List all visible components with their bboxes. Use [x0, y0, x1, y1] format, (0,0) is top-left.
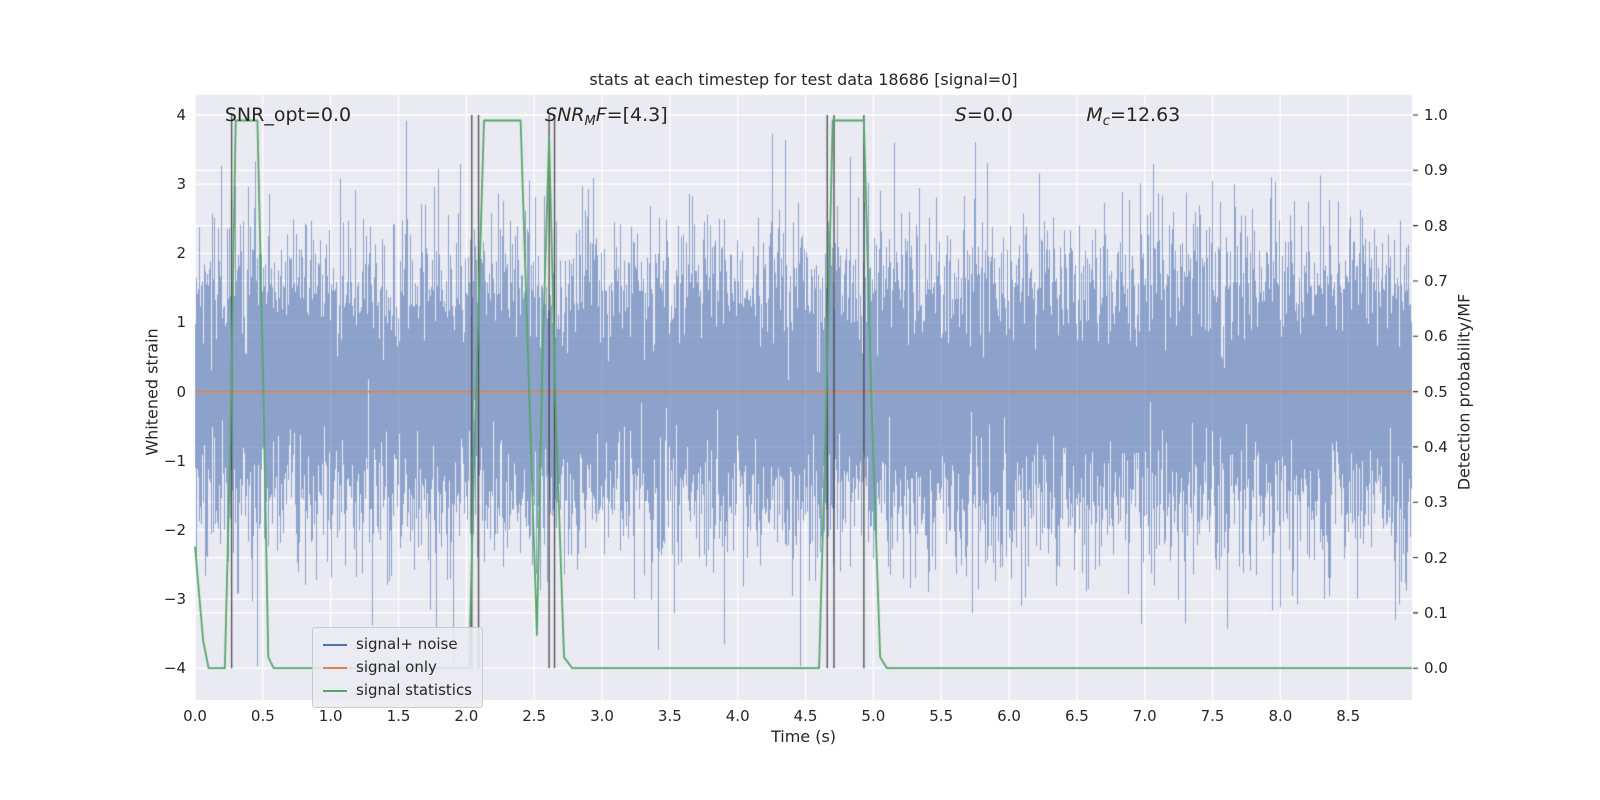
y-tick-label-right: 0.0	[1424, 659, 1448, 678]
x-tick-label: 8.5	[1336, 707, 1361, 725]
legend-swatch-signal-statistics	[323, 689, 347, 692]
y-tick-label-right: 0.1	[1424, 603, 1448, 622]
annotation-text: SNR_opt=0.0	[224, 104, 352, 126]
x-tick-label: 0.5	[250, 707, 275, 725]
y-tick-label-right: 1.0	[1424, 105, 1448, 124]
x-tick-label: 6.5	[1064, 707, 1089, 725]
x-tick-label: 5.0	[861, 707, 886, 725]
x-tick-label: 3.0	[590, 707, 614, 725]
y-tick-label-left: −4	[163, 659, 186, 678]
legend-label: signal only	[356, 658, 437, 676]
x-axis-label: Time (s)	[770, 727, 837, 746]
y-tick-label-right: 0.9	[1424, 161, 1448, 180]
x-tick-label: 2.0	[454, 707, 479, 725]
y-tick-label-left: −1	[163, 451, 186, 470]
y-axis-label-right: Detection probability/MF	[1454, 293, 1474, 491]
legend-label: signal statistics	[356, 681, 473, 699]
y-tick-label-left: 1	[176, 313, 186, 332]
annotation-text: Mc=12.63	[1086, 104, 1181, 129]
y-tick-label-right: 0.6	[1424, 327, 1448, 346]
legend-swatch-signal-only	[323, 666, 347, 669]
x-tick-label: 7.0	[1132, 707, 1157, 725]
y-tick-label-left: 3	[176, 175, 186, 194]
y-tick-label-left: −2	[163, 520, 186, 539]
legend-item-signal-only: signal only	[323, 658, 472, 677]
y-tick-label-right: 0.5	[1424, 382, 1448, 401]
legend: signal+ noise signal only signal statist…	[312, 627, 484, 708]
x-tick-label: 5.5	[929, 707, 954, 725]
legend-item-signal-noise: signal+ noise	[323, 635, 472, 654]
y-tick-label-left: 0	[176, 382, 186, 401]
y-tick-label-right: 0.4	[1424, 437, 1448, 456]
x-tick-label: 2.5	[522, 707, 547, 725]
y-tick-label-right: 0.3	[1424, 493, 1448, 512]
x-tick-label: 6.0	[997, 707, 1021, 725]
annotation-text: S=0.0	[954, 104, 1013, 126]
y-tick-label-right: 0.7	[1424, 271, 1448, 290]
x-tick-label: 8.0	[1268, 707, 1293, 725]
x-tick-label: 1.5	[386, 707, 411, 725]
legend-label: signal+ noise	[356, 635, 458, 653]
x-tick-label: 3.5	[657, 707, 682, 725]
legend-swatch-signal-noise	[323, 643, 347, 646]
y-tick-label-left: −3	[163, 590, 186, 609]
y-tick-label-left: 4	[176, 106, 186, 125]
x-tick-label: 7.5	[1200, 707, 1225, 725]
y-tick-label-right: 0.2	[1424, 548, 1448, 567]
x-tick-label: 1.0	[318, 707, 343, 725]
y-tick-label-left: 2	[176, 244, 186, 263]
x-tick-label: 4.5	[793, 707, 818, 725]
legend-item-signal-statistics: signal statistics	[323, 681, 472, 700]
y-tick-label-right: 0.8	[1424, 216, 1448, 235]
chart-title: stats at each timestep for test data 186…	[589, 70, 1018, 89]
x-tick-label: 0.0	[183, 707, 207, 725]
x-tick-label: 4.0	[725, 707, 750, 725]
annotation-text: SNRMF=[4.3]	[545, 104, 668, 129]
